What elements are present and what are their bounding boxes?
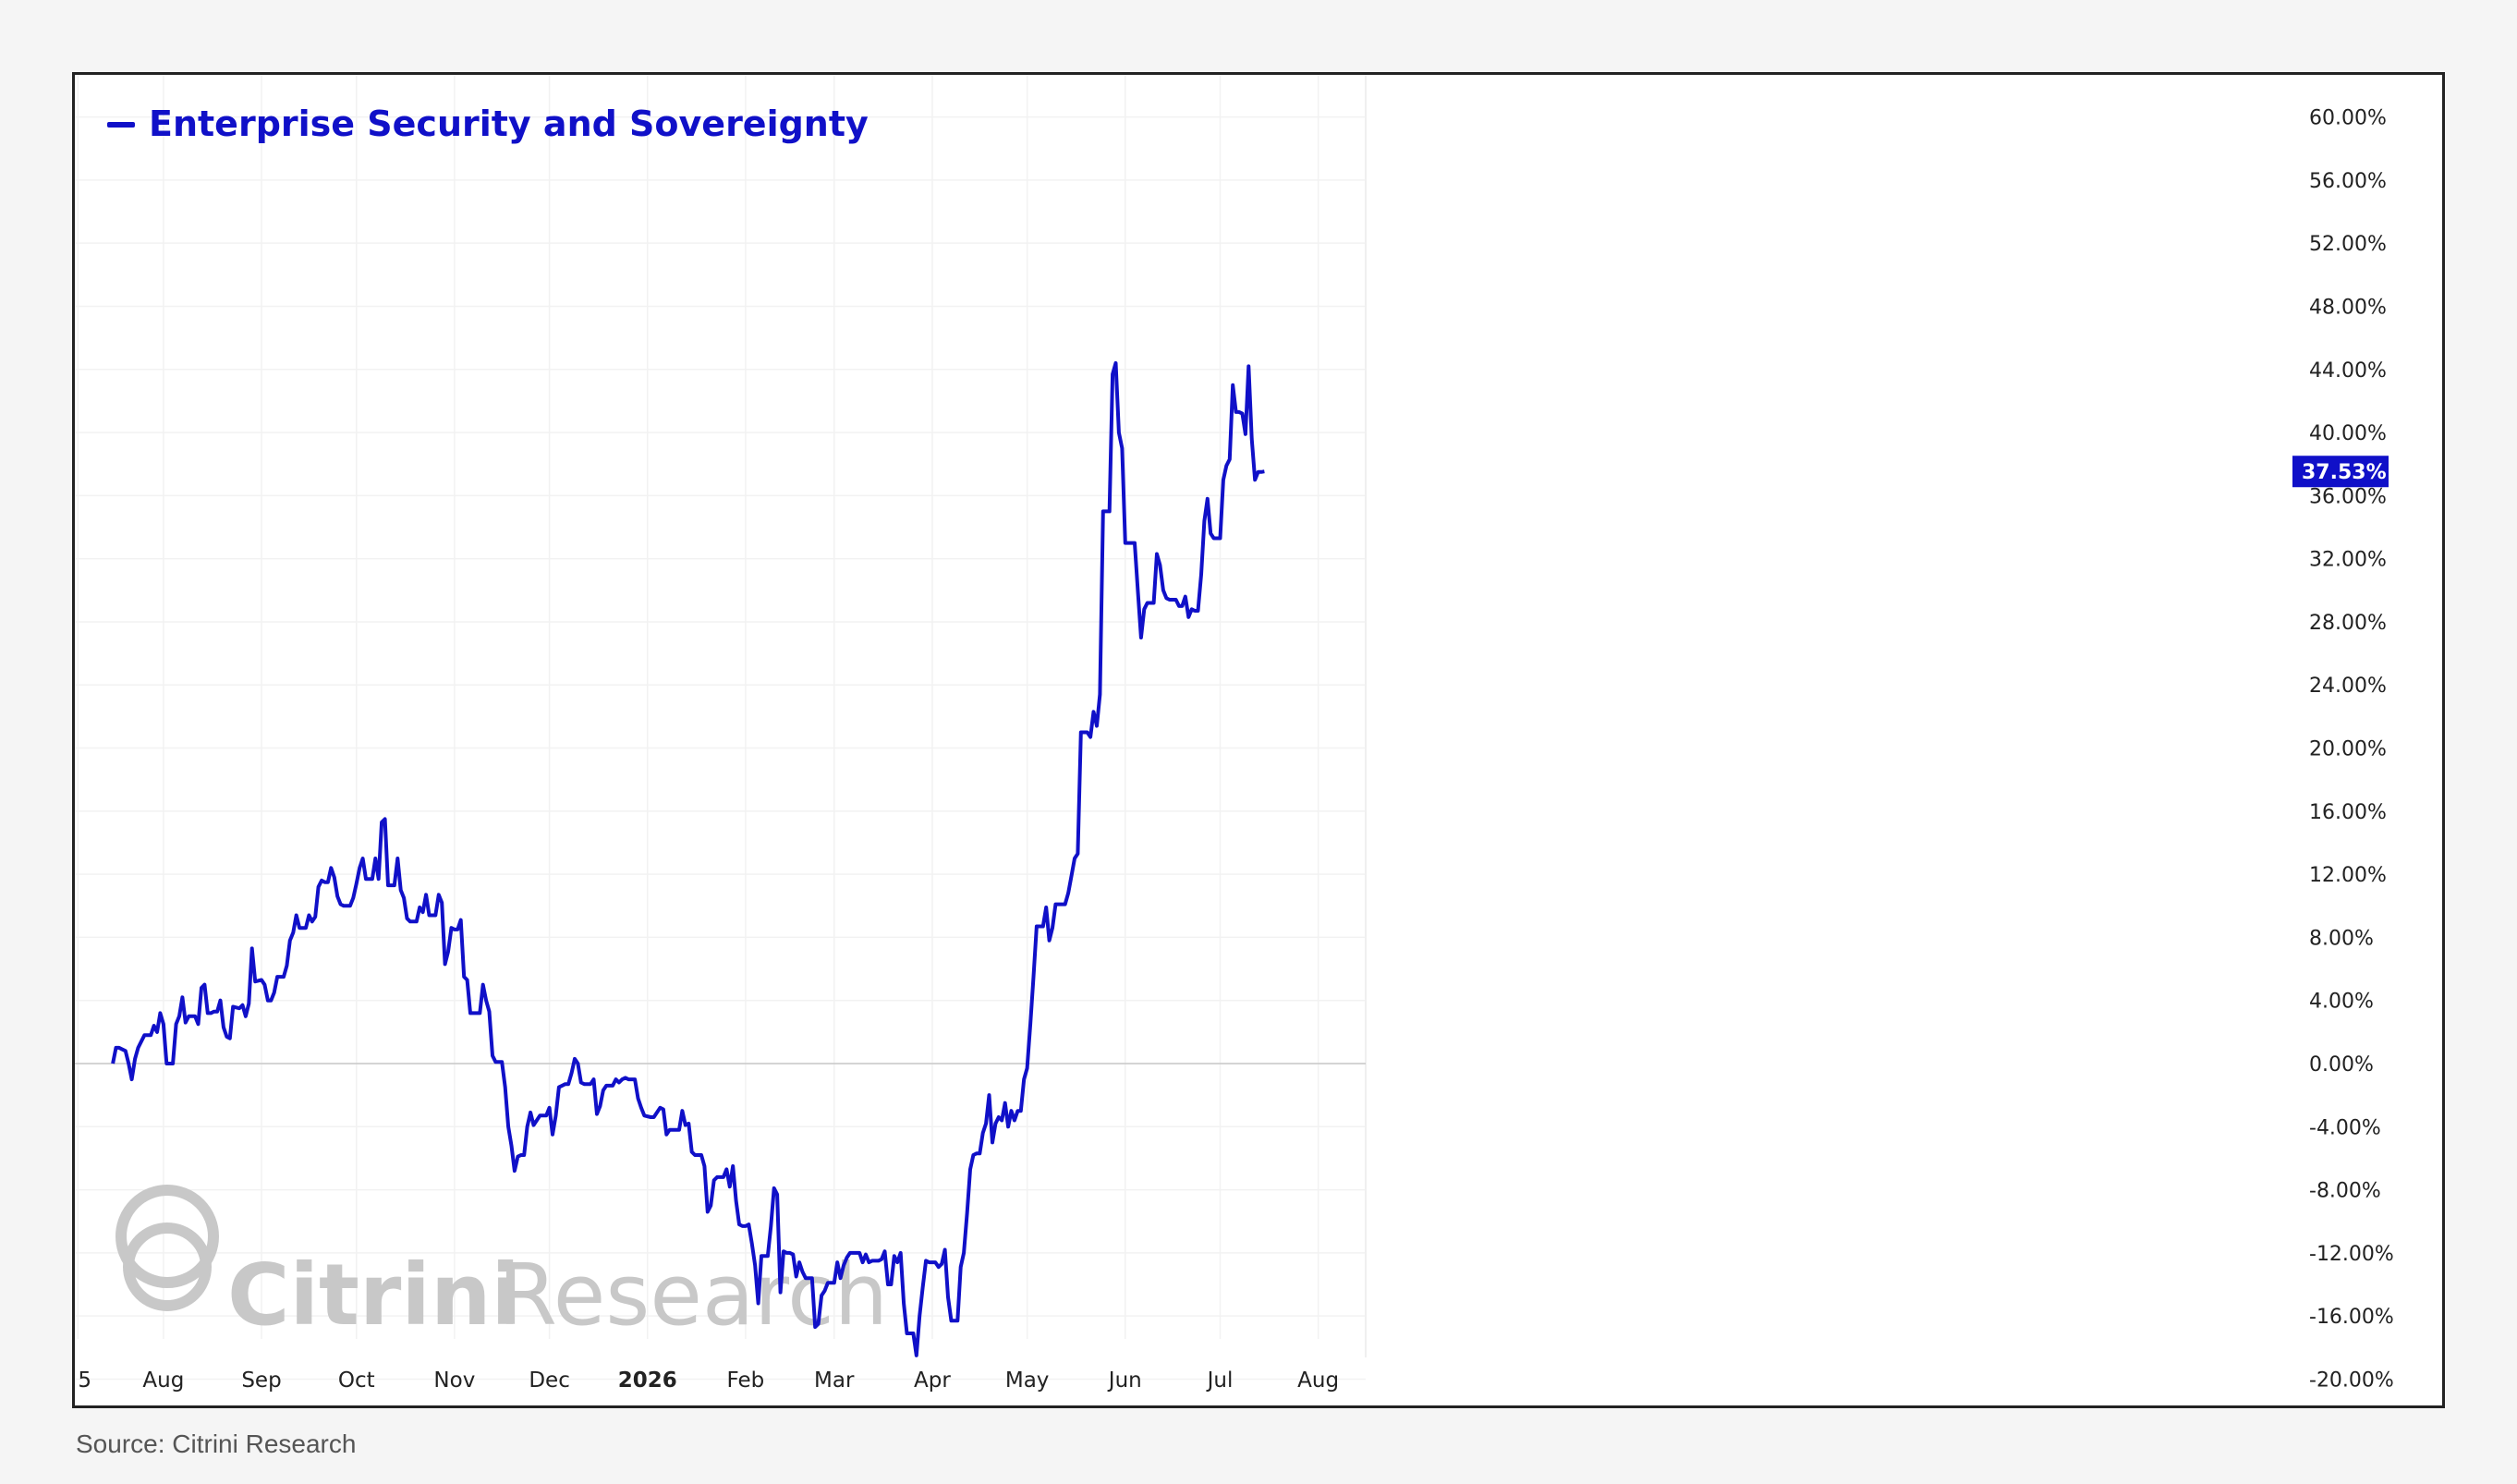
source-caption: Source: Citrini Research bbox=[76, 1429, 357, 1458]
series-line-enterprise-security bbox=[111, 360, 1265, 1357]
y-tick-label: 0.00% bbox=[2309, 1053, 2374, 1077]
y-tick-label: -12.00% bbox=[2309, 1243, 2394, 1266]
y-axis-labels: 60.00% 56.00% 52.00% 48.00% 44.00% 40.00% 36.0… bbox=[2309, 107, 2394, 1393]
x-tick-label: Aug bbox=[1297, 1368, 1339, 1393]
watermark-text-strong: Citrini bbox=[227, 1246, 520, 1344]
legend-label: Enterprise Security and Sovereignty bbox=[149, 103, 869, 144]
y-tick-label: 36.00% bbox=[2309, 485, 2387, 508]
watermark-logo-ring bbox=[116, 1185, 219, 1288]
chart-frame: Citrini Research 60.00% 56.00% 52.00% 48.00… bbox=[72, 72, 2445, 1408]
y-tick-label: 56.00% bbox=[2309, 170, 2387, 193]
grid-lines bbox=[75, 75, 1367, 1381]
y-tick-label: 44.00% bbox=[2309, 359, 2387, 383]
x-axis-labels: 5 Aug Sep Oct Nov Dec 2026 Feb Mar Apr May Jun Jul Au… bbox=[78, 1368, 1339, 1393]
y-tick-label: 40.00% bbox=[2309, 422, 2387, 445]
y-tick-label: 4.00% bbox=[2309, 991, 2374, 1014]
last-value-badge: 37.53% bbox=[2292, 456, 2389, 488]
y-tick-label: 16.00% bbox=[2309, 801, 2387, 824]
legend-swatch bbox=[107, 122, 135, 128]
line-chart: Citrini Research 60.00% 56.00% 52.00% 48.00… bbox=[75, 75, 2394, 1393]
y-tick-label: 52.00% bbox=[2309, 233, 2387, 256]
y-tick-label: 20.00% bbox=[2309, 738, 2387, 761]
x-tick-label: 2026 bbox=[618, 1368, 677, 1393]
x-tick-label: Nov bbox=[433, 1368, 475, 1393]
y-tick-label: 32.00% bbox=[2309, 549, 2387, 572]
y-tick-label: 24.00% bbox=[2309, 675, 2387, 698]
legend: Enterprise Security and Sovereignty bbox=[107, 103, 869, 144]
x-tick-label: Apr bbox=[914, 1368, 951, 1393]
y-tick-label: 60.00% bbox=[2309, 107, 2387, 130]
y-tick-label: -4.00% bbox=[2309, 1116, 2381, 1139]
watermark-logo-curve bbox=[123, 1222, 212, 1311]
x-tick-label: 5 bbox=[78, 1368, 91, 1393]
y-tick-label: 28.00% bbox=[2309, 612, 2387, 635]
last-value-badge-bg bbox=[2292, 456, 2389, 488]
x-tick-label: Aug bbox=[142, 1368, 184, 1393]
y-tick-label: 48.00% bbox=[2309, 296, 2387, 319]
watermark-text-light: Research bbox=[498, 1246, 888, 1344]
x-tick-label: Oct bbox=[338, 1368, 375, 1393]
y-tick-label: 12.00% bbox=[2309, 864, 2387, 887]
y-tick-label: -20.00% bbox=[2309, 1368, 2394, 1392]
x-tick-label: Sep bbox=[241, 1368, 281, 1393]
y-tick-label: -8.00% bbox=[2309, 1180, 2381, 1203]
x-tick-label: Jul bbox=[1206, 1368, 1234, 1393]
y-tick-label: -16.00% bbox=[2309, 1306, 2394, 1329]
last-value-label: 37.53% bbox=[2302, 461, 2387, 484]
y-tick-label: 8.00% bbox=[2309, 927, 2374, 950]
x-tick-label: May bbox=[1005, 1368, 1050, 1393]
x-tick-label: Jun bbox=[1107, 1368, 1142, 1393]
x-tick-label: Mar bbox=[814, 1368, 855, 1393]
x-tick-label: Feb bbox=[727, 1368, 765, 1393]
x-tick-label: Dec bbox=[529, 1368, 570, 1393]
